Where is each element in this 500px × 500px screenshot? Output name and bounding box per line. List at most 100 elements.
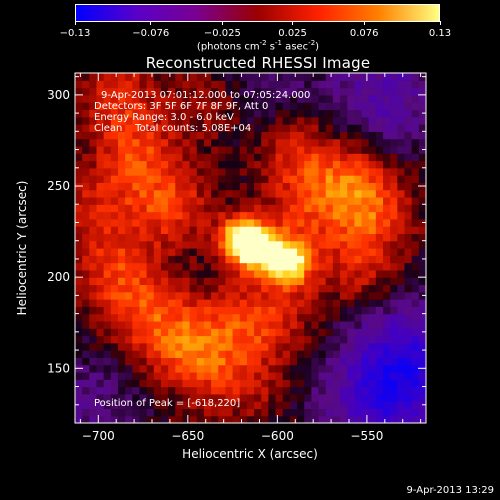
heatmap-cell xyxy=(232,320,241,329)
heatmap-cell xyxy=(268,167,277,176)
heatmap-cell xyxy=(175,379,184,388)
heatmap-cell xyxy=(211,371,219,380)
heatmap-cell xyxy=(153,116,162,125)
heatmap-cell xyxy=(132,320,141,329)
heatmap-cell xyxy=(232,131,241,140)
heatmap-cell xyxy=(168,255,176,264)
heatmap-cell xyxy=(89,233,98,242)
heatmap-cell xyxy=(254,233,262,242)
heatmap-cell xyxy=(153,204,162,213)
heatmap-cell xyxy=(268,262,277,271)
heatmap-cell xyxy=(254,102,262,111)
heatmap-cell xyxy=(318,80,327,89)
heatmap-cell xyxy=(418,167,426,176)
heatmap-cell xyxy=(75,226,83,235)
heatmap-cell xyxy=(354,335,363,344)
heatmap-cell xyxy=(139,306,148,315)
heatmap-cell xyxy=(189,211,198,220)
heatmap-cell xyxy=(368,386,377,395)
heatmap-cell xyxy=(75,299,83,307)
heatmap-cell xyxy=(397,306,406,315)
colorbar-tick-mark xyxy=(439,21,441,25)
heatmap-cell xyxy=(82,313,90,322)
heatmap-cell xyxy=(175,182,184,191)
heatmap-cell xyxy=(246,335,255,344)
heatmap-cell xyxy=(368,175,377,183)
heatmap-cell xyxy=(125,291,133,300)
heatmap-cell xyxy=(203,109,212,118)
heatmap-cell xyxy=(75,269,83,278)
heatmap-cell xyxy=(132,116,141,125)
heatmap-cell xyxy=(225,211,234,220)
heatmap-cell xyxy=(383,182,391,191)
heatmap-cell xyxy=(325,306,334,315)
heatmap-cell xyxy=(347,299,355,307)
heatmap-cell xyxy=(368,167,377,176)
heatmap-cell xyxy=(368,255,377,264)
heatmap-cell xyxy=(418,189,426,198)
heatmap-cell xyxy=(397,357,406,366)
heatmap-cell xyxy=(397,262,406,271)
heatmap-cell xyxy=(383,138,391,147)
heatmap-cell xyxy=(232,167,241,176)
heatmap-cell xyxy=(332,262,341,271)
heatmap-cell xyxy=(325,240,334,249)
heatmap-cell xyxy=(168,211,176,220)
heatmap-cell xyxy=(318,196,327,205)
heatmap-cell xyxy=(246,116,255,125)
heatmap-cell xyxy=(289,124,298,132)
heatmap-cell xyxy=(361,182,370,191)
heatmap-cell xyxy=(318,342,327,351)
heatmap-cell xyxy=(304,204,312,213)
heatmap-cell xyxy=(160,342,169,351)
heatmap-cell xyxy=(368,248,377,256)
heatmap-cell xyxy=(318,233,327,242)
heatmap-cell xyxy=(418,233,426,242)
heatmap-cell xyxy=(139,73,148,81)
heatmap-cell xyxy=(153,401,162,410)
heatmap-cell xyxy=(404,299,413,307)
heatmap-cell xyxy=(125,94,133,103)
heatmap-cell xyxy=(175,328,184,337)
heatmap-cell xyxy=(218,124,227,132)
heatmap-cell xyxy=(332,167,341,176)
heatmap-cell xyxy=(354,386,363,395)
heatmap-cell xyxy=(218,87,227,96)
heatmap-cell xyxy=(282,328,291,337)
heatmap-cell xyxy=(110,269,119,278)
heatmap-cell xyxy=(246,218,255,227)
heatmap-cell xyxy=(368,131,377,140)
heatmap-cell xyxy=(117,350,126,358)
heatmap-cell xyxy=(96,328,105,337)
heatmap-cell xyxy=(117,189,126,198)
heatmap-cell xyxy=(375,415,384,423)
heatmap-cell xyxy=(397,284,406,293)
heatmap-cell xyxy=(325,408,334,417)
heatmap-cell xyxy=(404,357,413,366)
heatmap-cell xyxy=(268,371,277,380)
heatmap-cell xyxy=(153,138,162,147)
heatmap-cell xyxy=(347,320,355,329)
heatmap-cell xyxy=(182,167,191,176)
heatmap-cell xyxy=(275,94,284,103)
heatmap-cell xyxy=(411,284,420,293)
heatmap-cell xyxy=(218,262,227,271)
heatmap-cell xyxy=(146,371,155,380)
heatmap-cell xyxy=(89,379,98,388)
heatmap-cell xyxy=(246,277,255,286)
heatmap-cell xyxy=(168,175,176,183)
heatmap-cell xyxy=(196,335,205,344)
heatmap-cell xyxy=(125,408,133,417)
heatmap-cell xyxy=(318,94,327,103)
heatmap-cell xyxy=(125,175,133,183)
heatmap-cell xyxy=(289,277,298,286)
heatmap-cell xyxy=(89,226,98,235)
heatmap-cell xyxy=(96,299,105,307)
heatmap-cell xyxy=(282,167,291,176)
heatmap-cell xyxy=(218,277,227,286)
heatmap-cell xyxy=(139,408,148,417)
heatmap-cell xyxy=(268,335,277,344)
heatmap-cell xyxy=(246,226,255,235)
heatmap-cell xyxy=(110,306,119,315)
heatmap-cell xyxy=(325,277,334,286)
